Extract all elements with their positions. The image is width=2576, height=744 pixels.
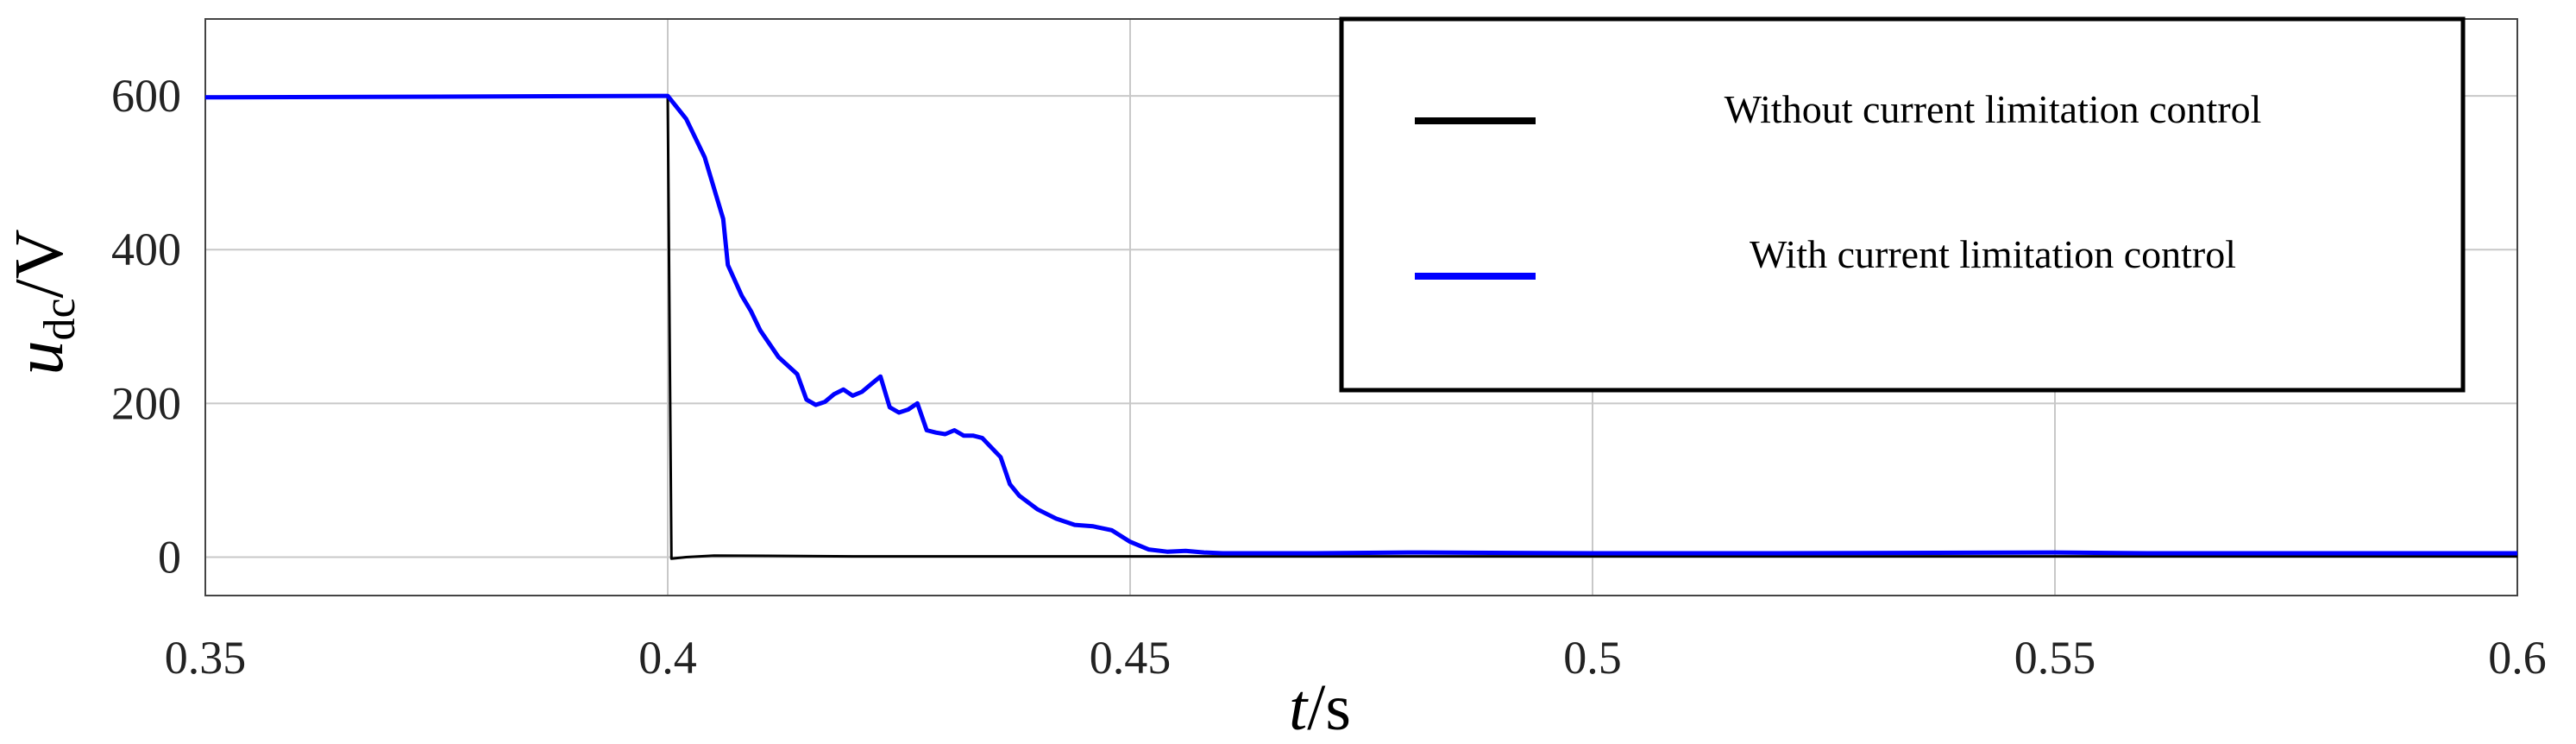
x-tick-label: 0.4 [638,632,697,684]
series-line-0 [204,94,2517,560]
y-tick-labels: 0 200 400 600 [111,70,181,583]
legend-label-with-control: With current limitation control [1750,232,2236,276]
x-tick-label: 0.55 [2014,632,2096,684]
x-tick-label: 0.6 [2488,632,2547,684]
y-axis-label: udc/V [2,229,85,375]
x-tick-label: 0.35 [165,632,247,684]
x-tick-label: 0.45 [1090,632,1172,684]
x-axis-label: t/s [1289,671,1351,744]
x-tick-labels: 0.35 0.4 0.45 0.5 0.55 0.6 [165,632,2547,684]
legend-label-without-control: Without current limitation control [1725,87,2262,131]
x-tick-label: 0.5 [1563,632,1622,684]
legend: Without current limitation control With … [1339,16,2466,393]
series-layer [204,93,2517,560]
y-tick-label: 400 [111,224,181,275]
legend-box [1339,16,2466,393]
y-tick-label: 200 [111,377,181,429]
series-line-1 [204,93,2517,556]
y-tick-label: 600 [111,70,181,122]
y-tick-label: 0 [158,531,181,583]
